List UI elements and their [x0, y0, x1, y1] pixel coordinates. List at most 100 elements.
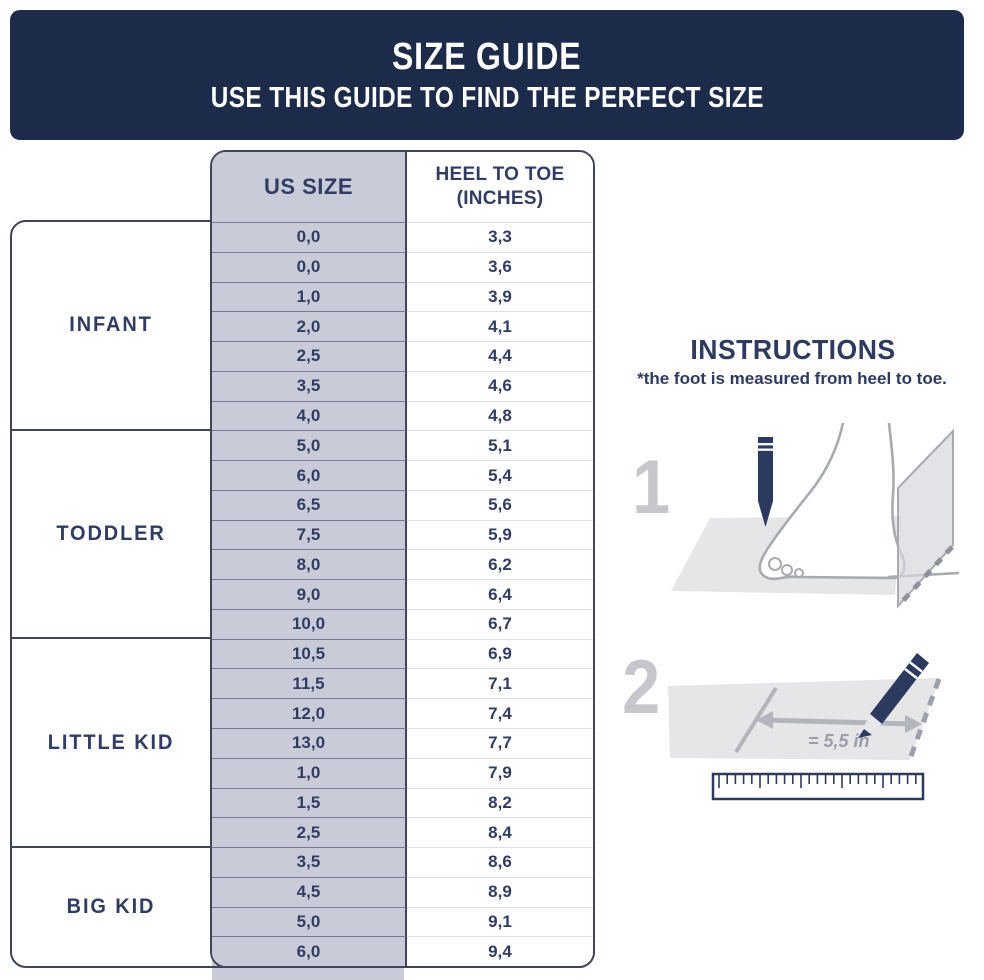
inches-cell: 8,9 [407, 876, 593, 907]
table-row: 4,5 8,9 [212, 876, 593, 907]
us-size-cell: 0,0 [212, 251, 407, 282]
table-row: 10,5 6,9 [212, 638, 593, 669]
table-row: 2,0 4,1 [212, 311, 593, 342]
measurement-label: = 5,5 in [808, 731, 870, 751]
inches-cell: 4,4 [407, 341, 593, 371]
us-size-cell: 10,5 [212, 638, 407, 669]
measure-length-illustration: = 5,5 in [668, 653, 942, 801]
inches-cell: 9,4 [407, 936, 593, 966]
inches-cell: 8,2 [407, 787, 593, 818]
table-row: 1,5 8,2 [212, 787, 593, 818]
us-size-cell: 2,0 [212, 311, 407, 342]
step-2-number: 2 [622, 645, 661, 730]
inches-cell: 8,4 [407, 817, 593, 848]
us-size-cell: 9,0 [212, 579, 407, 609]
table-row: 9,0 6,4 [212, 579, 593, 609]
measurement-arrow [756, 711, 922, 733]
us-size-cell: 3,5 [212, 370, 407, 401]
table-row: 8,0 6,2 [212, 549, 593, 580]
us-size-cell: 11,5 [212, 668, 407, 699]
ruler-icon [711, 772, 925, 801]
inches-cell: 7,4 [407, 698, 593, 729]
page-subtitle: USE THIS GUIDE TO FIND THE PERFECT SIZE [210, 81, 764, 114]
inches-cell: 7,7 [407, 728, 593, 758]
table-row: 1,0 3,9 [212, 281, 593, 312]
inches-cell: 4,6 [407, 370, 593, 401]
inches-cell: 6,2 [407, 549, 593, 580]
heel-to-toe-column-header: HEEL TO TOE (INCHES) [407, 152, 593, 222]
us-size-cell: 7,5 [212, 519, 407, 550]
us-size-cell: 5,0 [212, 430, 407, 461]
us-size-cell: 8,0 [212, 549, 407, 580]
us-size-cell: 3,5 [212, 847, 407, 877]
inches-cell: 4,1 [407, 311, 593, 342]
pencil-icon [758, 437, 773, 527]
table-row: 2,5 4,4 [212, 341, 593, 371]
step-1-number: 1 [632, 445, 671, 530]
us-size-cell: 4,0 [212, 400, 407, 431]
us-size-cell: 10,0 [212, 608, 407, 639]
us-size-cell: 2,5 [212, 817, 407, 848]
inches-cell: 3,9 [407, 281, 593, 312]
us-size-cell: 6,5 [212, 489, 407, 520]
measuring-board [897, 428, 954, 609]
inches-cell: 5,6 [407, 489, 593, 520]
inches-cell: 6,7 [407, 608, 593, 639]
table-row: 1,0 7,9 [212, 757, 593, 788]
heel-to-toe-line1: HEEL TO TOE [435, 164, 565, 186]
us-size-cell: 6,0 [212, 936, 407, 966]
table-row: 11,5 7,1 [212, 668, 593, 699]
us-size-cell: 2,5 [212, 341, 407, 371]
category-label: LITTLE KID [47, 730, 175, 754]
inches-cell: 6,9 [407, 638, 593, 669]
foot-outline [758, 423, 906, 581]
pencil-icon [858, 653, 929, 738]
us-size-cell: 13,0 [212, 728, 407, 758]
inches-cell: 7,9 [407, 757, 593, 788]
us-size-cell: 1,5 [212, 787, 407, 818]
table-row: 13,0 7,7 [212, 728, 593, 758]
inches-cell: 8,6 [407, 847, 593, 877]
table-row: 6,5 5,6 [212, 489, 593, 520]
us-size-cell: 0,0 [212, 222, 407, 252]
table-row: 2,5 8,4 [212, 817, 593, 848]
inches-cell: 3,3 [407, 222, 593, 252]
category-label: BIG KID [66, 894, 156, 918]
inches-cell: 6,4 [407, 579, 593, 609]
table-body: 0,0 3,3 0,0 3,6 1,0 3,9 2,0 4,1 2,5 4,4 3,5 4,6 4,0 4… [212, 222, 593, 966]
table-header-row: US SIZE HEEL TO TOE (INCHES) [212, 152, 593, 222]
table-row: 3,5 8,6 [212, 847, 593, 877]
category-label: TODDLER [56, 521, 166, 545]
table-row: 4,0 4,8 [212, 400, 593, 431]
instructions-note: *the foot is measured from heel to toe. [637, 369, 947, 388]
table-row: 0,0 3,6 [212, 251, 593, 282]
us-size-cell: 1,0 [212, 757, 407, 788]
us-size-cell: 1,0 [212, 281, 407, 312]
table-row: 0,0 3,3 [212, 222, 593, 252]
dashed-edge [907, 678, 942, 760]
us-size-column-header: US SIZE [212, 152, 407, 222]
table-row: 10,0 6,7 [212, 608, 593, 639]
table-row: 6,0 9,4 [212, 936, 593, 966]
inches-cell: 4,8 [407, 400, 593, 431]
table-row: 3,5 4,6 [212, 370, 593, 401]
table-row: 12,0 7,4 [212, 698, 593, 729]
inches-cell: 5,1 [407, 430, 593, 461]
category-group-infant: INFANT [12, 222, 593, 429]
us-size-cell: 4,5 [212, 876, 407, 907]
inches-cell: 5,4 [407, 460, 593, 490]
category-label: INFANT [69, 313, 153, 337]
inches-cell: 7,1 [407, 668, 593, 699]
us-size-cell: 6,0 [212, 460, 407, 490]
instructions-title: INSTRUCTIONS [689, 334, 896, 365]
heel-to-toe-line2: (INCHES) [456, 188, 544, 209]
header-banner: SIZE GUIDE USE THIS GUIDE TO FIND THE PE… [10, 10, 964, 140]
table-row: 5,0 9,1 [212, 906, 593, 937]
size-table: US SIZE HEEL TO TOE (INCHES) 0,0 3,3 0,0 3,… [210, 150, 595, 968]
us-size-cell: 12,0 [212, 698, 407, 729]
inches-cell: 9,1 [407, 906, 593, 937]
table-row: 6,0 5,4 [212, 460, 593, 490]
inches-cell: 5,9 [407, 519, 593, 550]
page-title: SIZE GUIDE [392, 35, 582, 78]
